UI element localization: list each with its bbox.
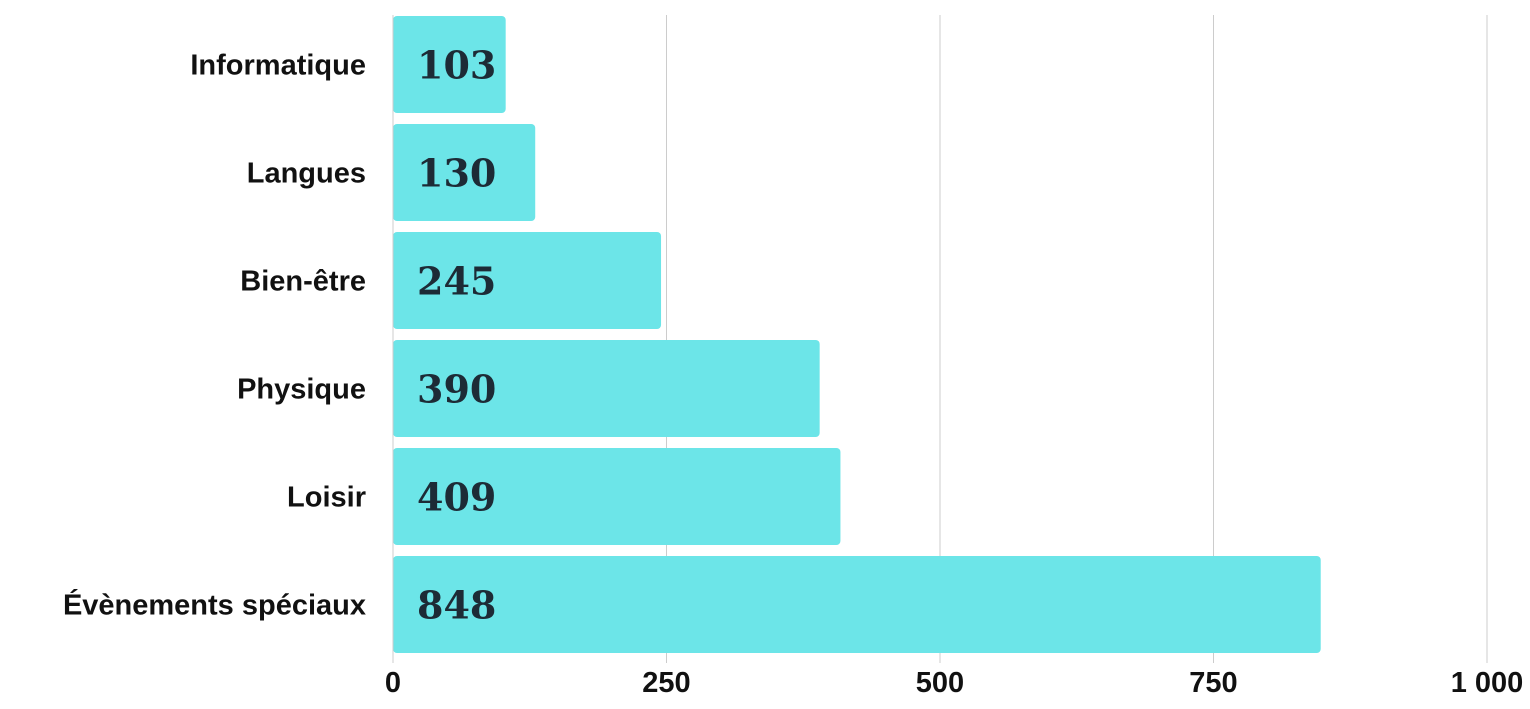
bar-4: [393, 340, 820, 437]
x-tick-label-5: 1 000: [1451, 667, 1524, 699]
bar-1: [393, 16, 506, 113]
category-label-1: Informatique: [190, 50, 366, 82]
x-tick-label-3: 500: [916, 667, 964, 699]
bar-3: [393, 232, 662, 329]
bar-value-label-3: 245: [417, 259, 496, 304]
category-label-3: Bien-être: [240, 266, 366, 298]
category-label-6: Évènements spéciaux: [63, 588, 366, 622]
category-label-4: Physique: [237, 374, 366, 406]
category-label-2: Langues: [247, 158, 366, 190]
bar-value-label-5: 409: [417, 475, 496, 520]
bars: [393, 16, 1321, 653]
bar-6: [393, 556, 1321, 653]
grid-lines: [666, 15, 1488, 663]
labels: 103 Informatique 130 Langues 245 Bien-être 390…: [63, 43, 1523, 700]
category-label-5: Loisir: [287, 482, 366, 514]
bar-2: [393, 124, 536, 221]
x-tick-label-1: 0: [385, 667, 401, 699]
x-tick-label-2: 250: [642, 667, 690, 699]
bar-value-label-4: 390: [417, 367, 496, 412]
bar-value-label-6: 848: [417, 583, 496, 628]
x-tick-label-4: 750: [1189, 667, 1237, 699]
bar-value-label-1: 103: [417, 43, 496, 88]
bar-5: [393, 448, 841, 545]
bar-value-label-2: 130: [417, 151, 496, 196]
